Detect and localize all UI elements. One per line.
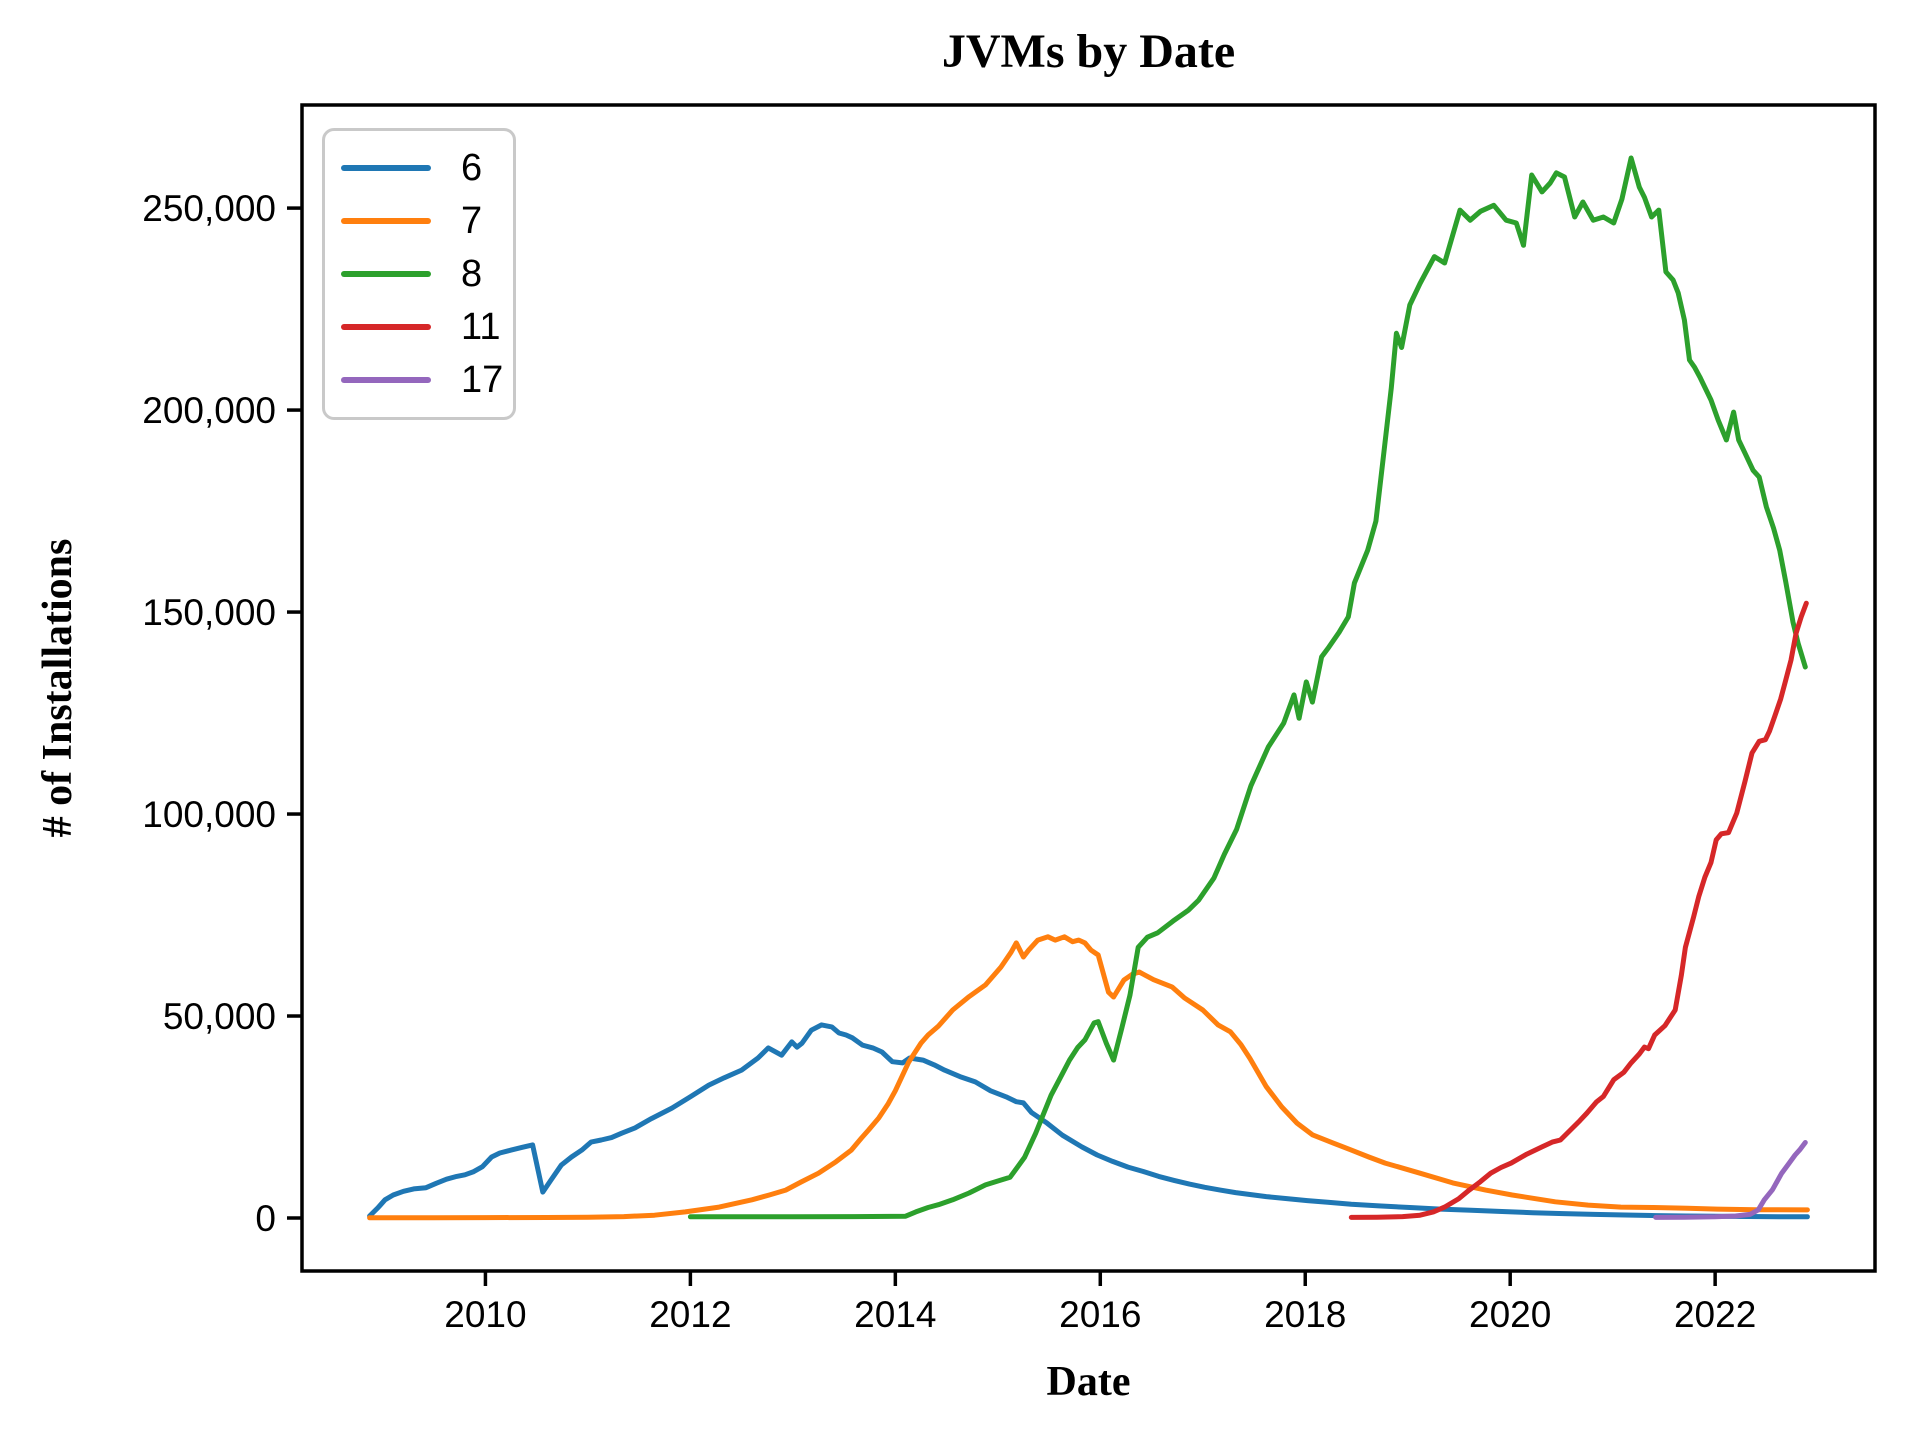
- plot-frame: [300, 103, 1877, 1273]
- legend-swatch: [341, 164, 431, 171]
- legend-label: 17: [461, 359, 504, 402]
- x-tick-label: 2020: [1469, 1294, 1551, 1335]
- legend-item-6: 6: [325, 149, 513, 187]
- chart-title: JVMs by Date: [941, 25, 1236, 78]
- x-tick-label: 2016: [1059, 1294, 1141, 1335]
- legend-label: 6: [461, 146, 483, 189]
- y-tick-label: 150,000: [142, 592, 276, 633]
- x-tick-label: 2014: [854, 1294, 936, 1335]
- y-tick-label: 200,000: [142, 390, 276, 431]
- series-line-11: [1348, 600, 1809, 1220]
- legend-swatch: [341, 270, 431, 277]
- x-tick-label: 2012: [649, 1294, 731, 1335]
- legend: 6 7 8 11 17: [322, 128, 516, 420]
- legend-swatch: [341, 324, 431, 331]
- y-tick-label: 100,000: [142, 794, 276, 835]
- legend-item-8: 8: [325, 255, 513, 293]
- legend-swatch: [341, 217, 431, 224]
- y-tick-label: 250,000: [142, 188, 276, 229]
- y-tick-label: 50,000: [163, 996, 276, 1037]
- y-tick-label: 0: [255, 1198, 276, 1239]
- series-line-7: [367, 934, 1810, 1221]
- x-tick-label: 2022: [1674, 1294, 1756, 1335]
- legend-item-17: 17: [325, 361, 513, 399]
- series-line-6: [367, 1022, 1810, 1220]
- x-axis-label: Date: [1046, 1359, 1131, 1405]
- legend-swatch: [341, 377, 431, 384]
- series-line-8: [687, 155, 1808, 1220]
- y-axis-label: # of Installations: [35, 538, 81, 838]
- legend-label: 7: [461, 199, 483, 242]
- legend-item-11: 11: [325, 308, 513, 346]
- series-line-17: [1653, 1140, 1808, 1220]
- legend-label: 8: [461, 252, 483, 295]
- x-tick-label: 2018: [1264, 1294, 1346, 1335]
- legend-item-7: 7: [325, 202, 513, 240]
- legend-label: 11: [461, 306, 501, 349]
- x-tick-label: 2010: [444, 1294, 526, 1335]
